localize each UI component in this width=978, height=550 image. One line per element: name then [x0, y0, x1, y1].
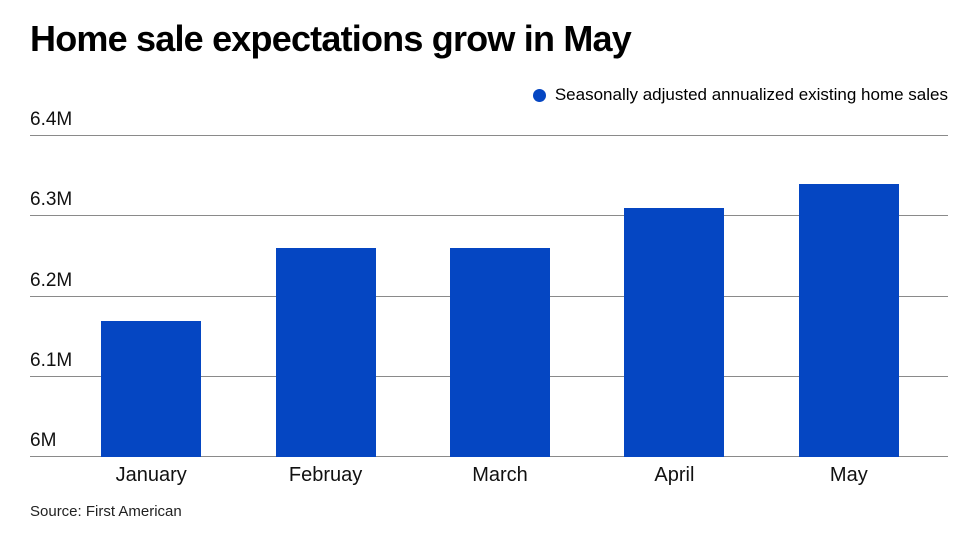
x-axis-label-january: January	[115, 464, 187, 486]
x-axis-label-februay: Februay	[288, 464, 363, 486]
y-axis-tick-label-6.4M: 6.4M	[30, 109, 73, 130]
source-note: Source: First American	[30, 503, 182, 520]
bar-march	[450, 248, 551, 457]
bar-februay	[275, 248, 376, 457]
bar-april	[624, 208, 725, 457]
bar-slot-january: January	[64, 136, 238, 486]
bars-area: January Februay March April May	[64, 136, 936, 486]
bar-slot-februay: Februay	[238, 136, 412, 486]
x-axis-label-march: March	[472, 464, 528, 486]
x-axis-label-april: April	[654, 464, 695, 486]
bar-january	[101, 320, 202, 457]
legend-marker-icon	[532, 88, 546, 102]
y-axis-tick-label-6.2M: 6.2M	[30, 269, 73, 291]
bar-slot-march: March	[413, 136, 587, 486]
y-axis-tick-label-6M: 6M	[30, 430, 57, 451]
legend: Seasonally adjusted annualized existing …	[532, 85, 948, 105]
gridline-6.3M: 6.3M	[30, 189, 948, 217]
bar-slot-april: April	[587, 136, 761, 486]
legend-label: Seasonally adjusted annualized existing …	[554, 85, 948, 104]
bar-slot-may: May	[762, 136, 936, 486]
bar-may	[798, 184, 899, 457]
chart-title: Home sale expectations grow in May	[30, 18, 632, 59]
y-axis-tick-label-6.1M: 6.1M	[30, 349, 73, 371]
x-axis-label-may: May	[829, 464, 868, 486]
plot-area: 6M 6.1M 6.2M 6.3M 6.4M January Februay March Apr…	[30, 109, 948, 486]
y-axis-tick-label-6.3M: 6.3M	[30, 189, 73, 211]
gridline-6.4M: 6.4M	[30, 109, 948, 136]
